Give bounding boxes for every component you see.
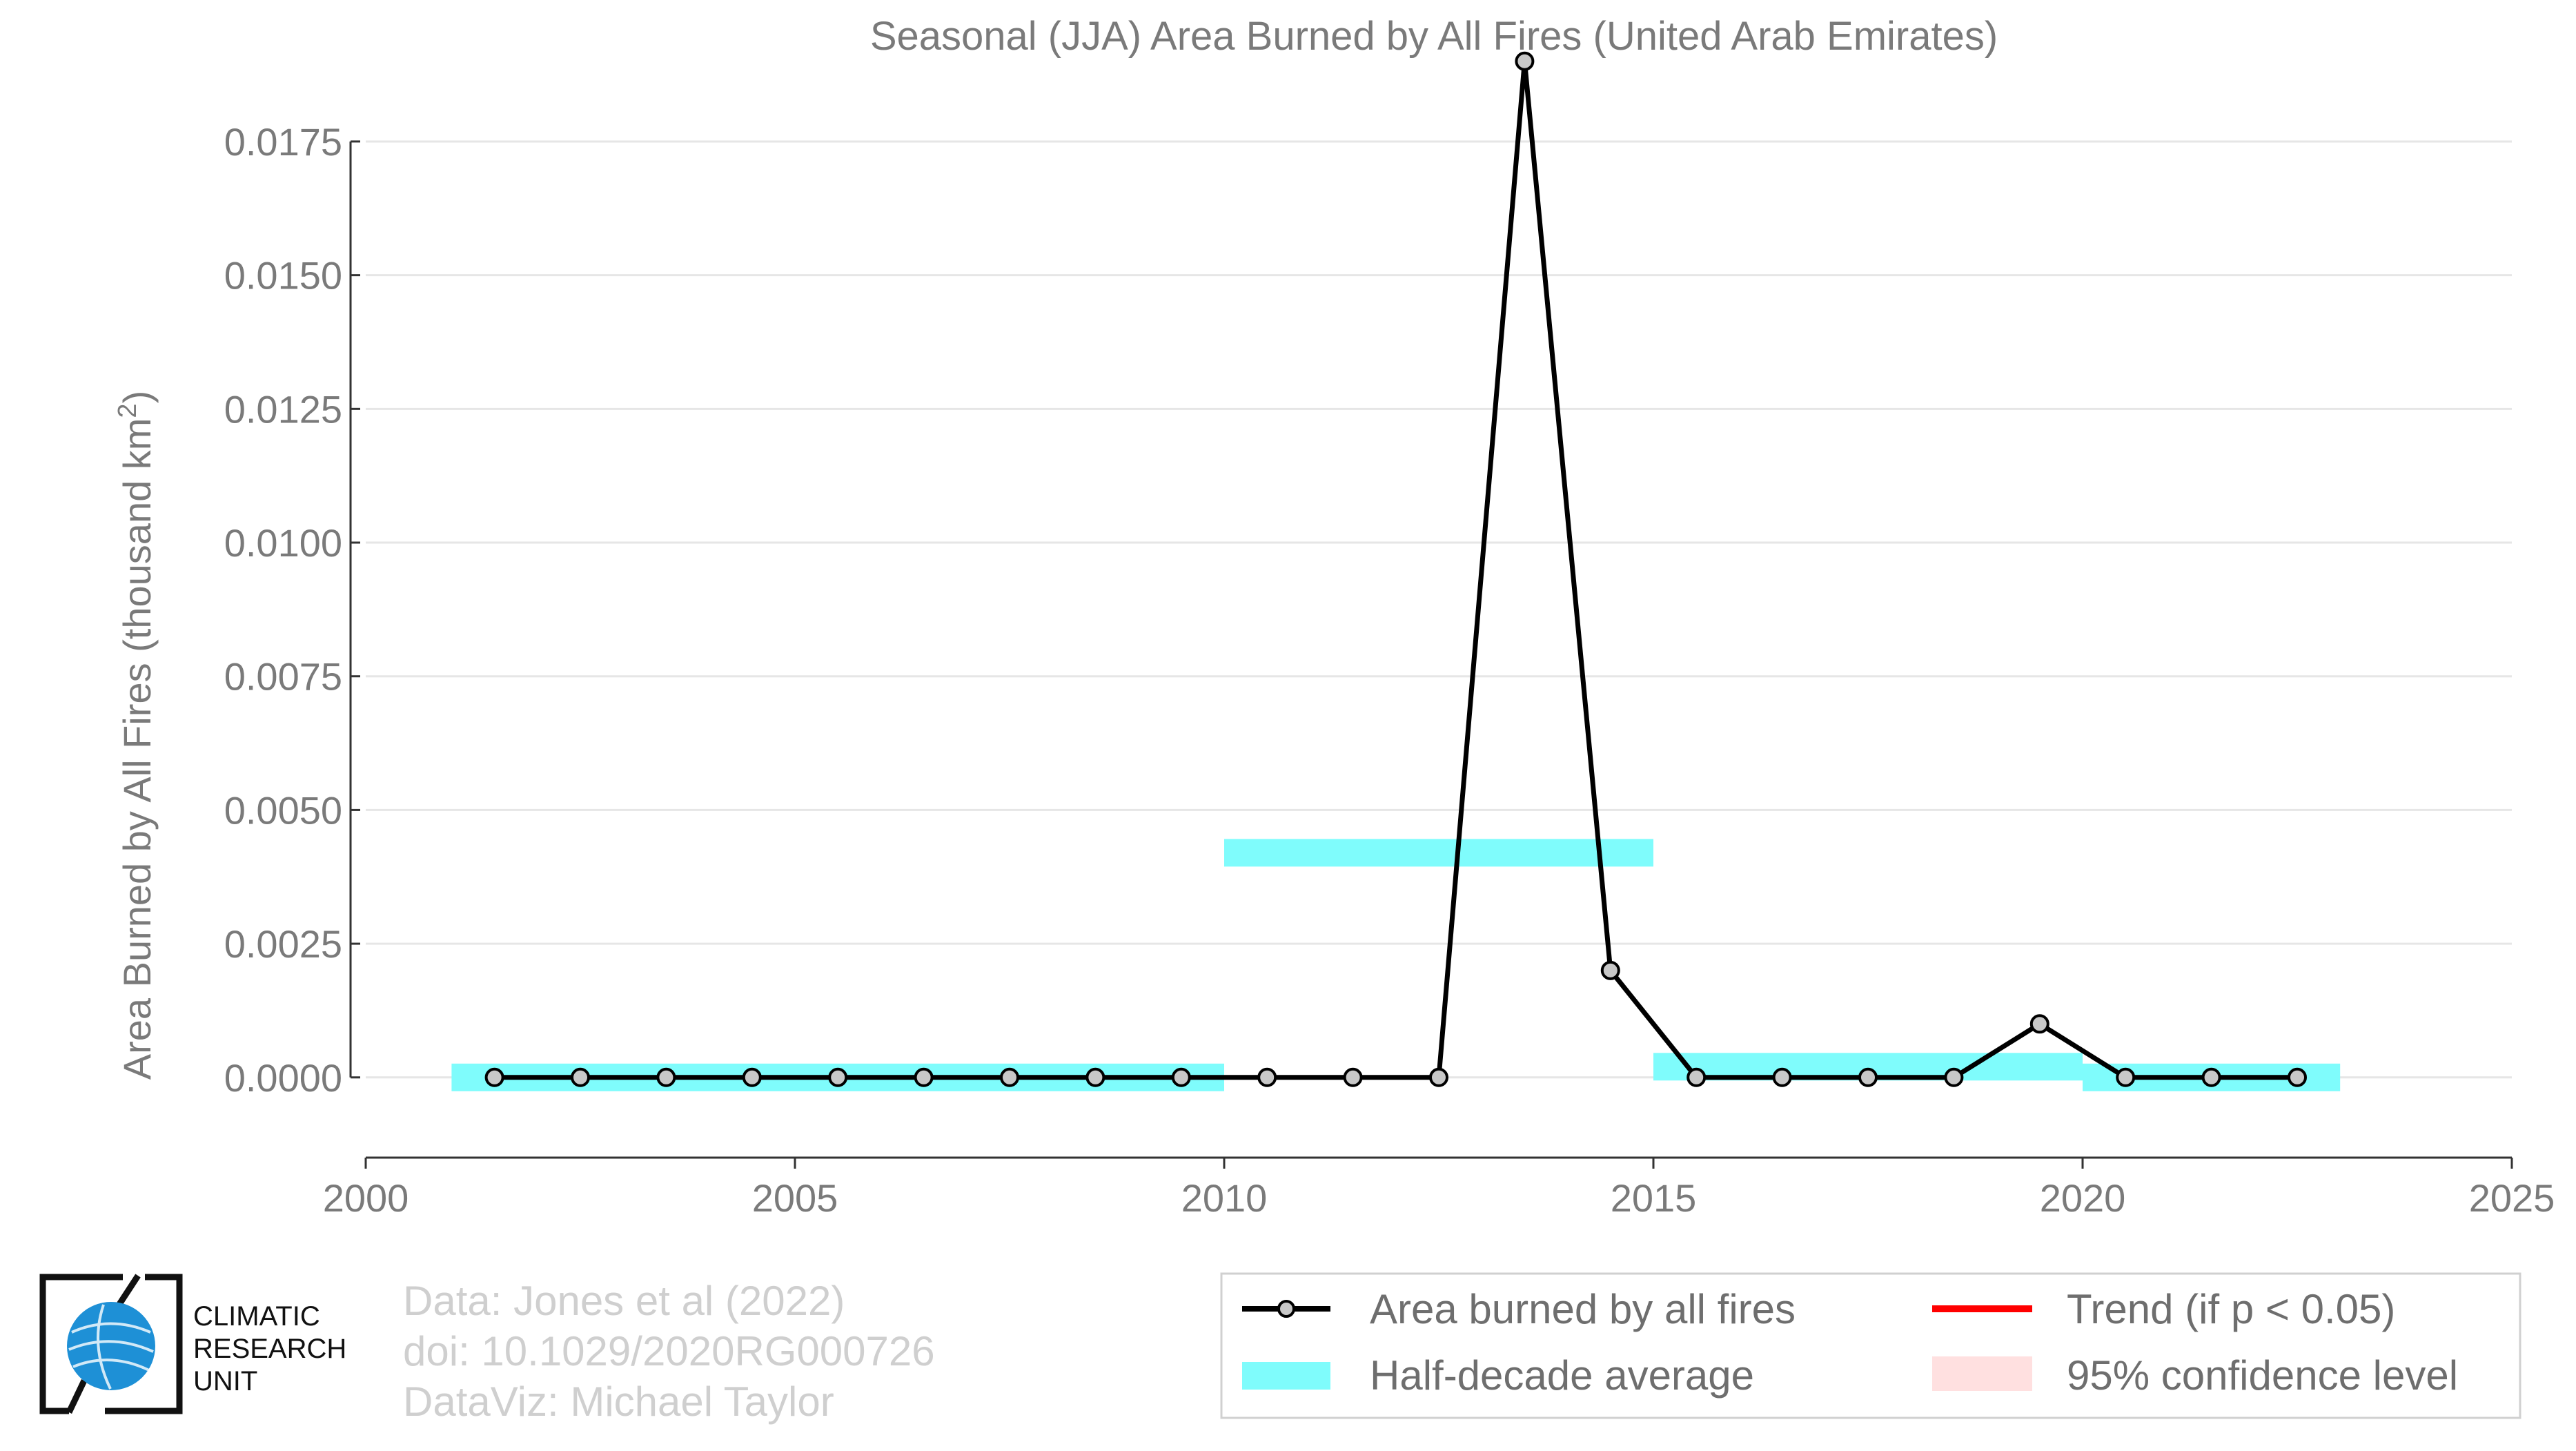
y-axis-title: Area Burned by All Fires (thousand km2) (113, 391, 159, 1080)
globe-lines (68, 1304, 154, 1390)
y-tick-label: 0.0175 (224, 120, 342, 164)
area-burned-series (484, 51, 2307, 1087)
data-point (571, 1067, 590, 1087)
data-point (1343, 1067, 1363, 1087)
data-point (1858, 1067, 1878, 1087)
y-tick-label: 0.0125 (224, 387, 342, 431)
x-tick-label: 2010 (1181, 1176, 1268, 1220)
x-tick-label: 2015 (1611, 1176, 1697, 1220)
half-decade-bar (1224, 839, 1653, 867)
x-tick-label: 2025 (2469, 1176, 2555, 1220)
y-tick-label: 0.0025 (224, 922, 342, 966)
y-axis-title-close: ) (115, 391, 159, 404)
logo-text-climatic: CLIMATIC (193, 1301, 320, 1332)
x-tick-label: 2000 (323, 1176, 409, 1220)
legend-key-marker (1277, 1300, 1295, 1318)
data-point (1600, 960, 1620, 980)
logo-text-research: RESEARCH (193, 1334, 346, 1364)
data-point (2029, 1014, 2049, 1034)
x-tick-label: 2005 (752, 1176, 838, 1220)
half-decade-series (451, 839, 2341, 1091)
data-point (484, 1067, 504, 1087)
legend-label-trend: Trend (if p < 0.05) (2067, 1286, 2395, 1332)
y-tick-label: 0.0150 (224, 254, 342, 298)
legend-label-area: Area burned by all fires (1370, 1286, 1796, 1332)
data-point (1171, 1067, 1191, 1087)
logo-bracket-left (39, 1274, 123, 1414)
data-point (1085, 1067, 1105, 1087)
data-point (1257, 1067, 1277, 1087)
y-tick-label: 0.0100 (224, 521, 342, 565)
legend-label-half: Half-decade average (1370, 1352, 1754, 1399)
axes (349, 140, 2513, 1169)
logo-slash-bottom (66, 1379, 88, 1414)
legend-key-ci (1932, 1356, 2032, 1391)
legend-key-half (1242, 1362, 1330, 1390)
data-point (742, 1067, 762, 1087)
y-tick-label: 0.0050 (224, 788, 342, 832)
data-point (2288, 1067, 2307, 1087)
data-point (1515, 51, 1535, 71)
grid (366, 140, 2512, 1079)
data-point (1944, 1067, 1964, 1087)
legend-box (1220, 1272, 2521, 1419)
globe-icon (67, 1302, 155, 1390)
y-axis-title-sup: 2 (113, 403, 142, 418)
credit-data: Data: Jones et al (2022) (403, 1278, 845, 1324)
area-burned-line (494, 61, 2297, 1080)
data-point (1429, 1067, 1448, 1087)
data-point (1772, 1067, 1792, 1087)
legend: Area burned by all fires Half-decade ave… (1220, 1272, 2521, 1419)
cru-logo: CLIMATIC RESEARCH UNIT (39, 1274, 346, 1414)
credit-doi: doi: 10.1029/2020RG000726 (403, 1328, 935, 1374)
credit-dataviz: DataViz: Michael Taylor (403, 1379, 834, 1425)
data-point (656, 1067, 676, 1087)
y-tick-label: 0.0000 (224, 1056, 342, 1100)
logo-text-unit: UNIT (193, 1366, 257, 1396)
data-point (828, 1067, 848, 1087)
data-point (914, 1067, 934, 1087)
data-point (2116, 1067, 2136, 1087)
data-point (2201, 1067, 2221, 1087)
x-tick-label: 2020 (2040, 1176, 2126, 1220)
data-point (1000, 1067, 1019, 1087)
y-axis-title-main: Area Burned by All Fires (thousand km (115, 418, 159, 1080)
tick-labels: 0.0000 0.0025 0.0050 0.0075 0.0100 0.0125 0.01… (224, 120, 2555, 1220)
y-tick-label: 0.0075 (224, 655, 342, 699)
logo-bracket-right (105, 1274, 183, 1414)
legend-label-ci: 95% confidence level (2067, 1352, 2458, 1399)
chart-title: Seasonal (JJA) Area Burned by All Fires … (870, 14, 1998, 59)
data-point (1687, 1067, 1707, 1087)
